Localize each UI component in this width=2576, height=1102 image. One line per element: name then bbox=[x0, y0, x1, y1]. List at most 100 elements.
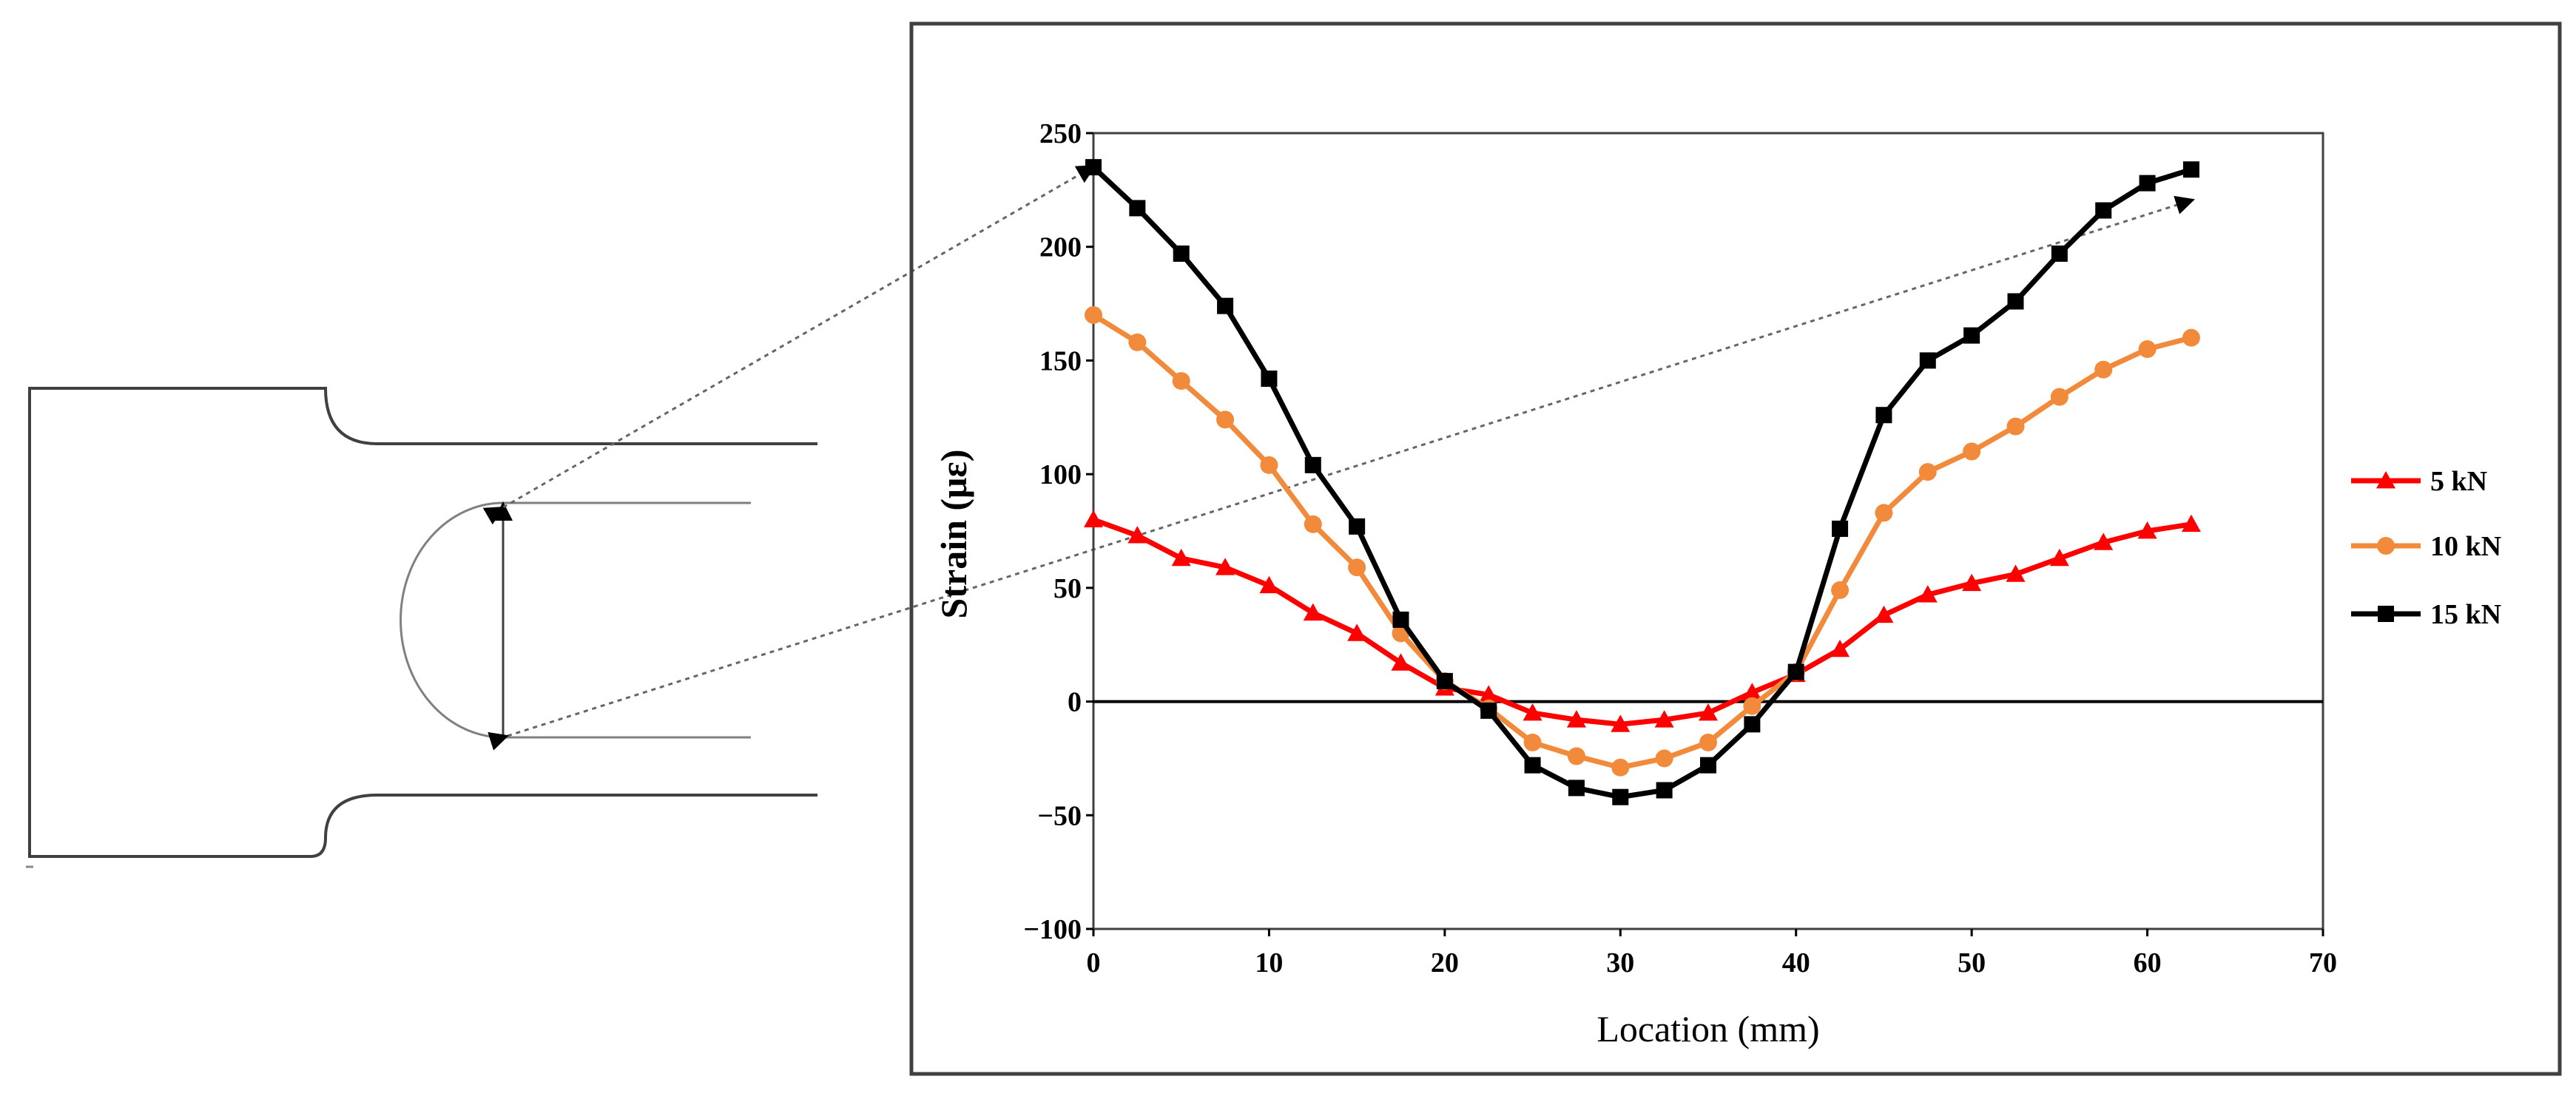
data-point bbox=[1523, 703, 1542, 721]
data-point bbox=[2139, 175, 2156, 192]
data-point bbox=[1567, 747, 1585, 765]
legend: 5 kN 10 kN 15 kN bbox=[2351, 466, 2501, 630]
data-point bbox=[1611, 714, 1631, 732]
x-tick-label: 50 bbox=[1958, 947, 1986, 978]
specimen-outline bbox=[28, 387, 817, 858]
data-point bbox=[1347, 623, 1367, 641]
data-point bbox=[1349, 518, 1366, 535]
hole-semicircle bbox=[399, 501, 504, 739]
connector-arrows bbox=[482, 164, 2195, 751]
data-point bbox=[2049, 548, 2069, 567]
data-point bbox=[1744, 716, 1761, 733]
data-point bbox=[1304, 456, 1321, 473]
x-axis-ticks: 0 10 20 30 40 50 60 70 bbox=[1087, 929, 2337, 978]
legend-label: 10 kN bbox=[2430, 531, 2501, 562]
series-line bbox=[1092, 517, 2192, 727]
data-point bbox=[1303, 603, 1323, 621]
data-point bbox=[1700, 757, 1716, 774]
y-tick-label: 150 bbox=[1039, 345, 1082, 376]
data-point bbox=[1172, 372, 1190, 391]
data-point bbox=[1392, 611, 1409, 628]
series-1 bbox=[1085, 305, 2200, 777]
data-point bbox=[1831, 581, 1850, 599]
data-point bbox=[1127, 526, 1147, 544]
data-point bbox=[1259, 575, 1279, 594]
data-point bbox=[2094, 533, 2114, 550]
series-2 bbox=[1085, 159, 2199, 805]
data-point bbox=[1612, 788, 1629, 805]
data-point bbox=[1129, 200, 1146, 217]
data-point bbox=[1875, 407, 1892, 424]
series-layer bbox=[1084, 159, 2201, 805]
data-point bbox=[1436, 672, 1453, 689]
legend-item: 15 kN bbox=[2351, 599, 2501, 630]
data-point bbox=[1261, 371, 1278, 388]
y-tick-label: 50 bbox=[1053, 573, 1082, 604]
connector-upper-arrow bbox=[482, 164, 1096, 525]
y-tick-label: 250 bbox=[1039, 118, 1082, 149]
data-point bbox=[2138, 340, 2157, 359]
legend-item: 10 kN bbox=[2351, 531, 2501, 562]
data-point bbox=[2051, 245, 2068, 262]
data-point bbox=[1171, 548, 1191, 567]
data-point bbox=[1787, 663, 1804, 680]
connector-lower-arrow bbox=[488, 195, 2195, 751]
data-point bbox=[1568, 780, 1585, 797]
data-point bbox=[1963, 327, 1980, 344]
data-point bbox=[1304, 515, 1322, 533]
data-point bbox=[1830, 639, 1850, 658]
x-tick-label: 10 bbox=[1255, 947, 1283, 978]
data-point bbox=[1084, 510, 1103, 528]
series-0 bbox=[1084, 510, 2201, 732]
data-point bbox=[1875, 504, 1893, 522]
y-axis-title: Strain (με) bbox=[933, 450, 974, 619]
legend-label: 15 kN bbox=[2430, 599, 2501, 630]
data-point bbox=[1524, 757, 1541, 774]
x-tick-label: 40 bbox=[1782, 947, 1810, 978]
data-point bbox=[1655, 749, 1673, 768]
y-tick-label: 0 bbox=[1068, 687, 1082, 718]
data-point bbox=[1085, 305, 1102, 324]
chart-frame bbox=[909, 21, 2562, 1076]
legend-swatch-marker bbox=[2377, 537, 2395, 555]
data-point bbox=[2181, 514, 2201, 533]
data-point bbox=[2007, 293, 2024, 310]
data-point bbox=[2182, 161, 2199, 178]
data-point bbox=[1216, 410, 1235, 429]
data-point bbox=[1173, 245, 1190, 262]
data-point bbox=[2094, 360, 2113, 379]
data-point bbox=[1919, 352, 1936, 369]
data-point bbox=[1480, 702, 1497, 719]
data-point bbox=[1743, 697, 1761, 715]
data-point bbox=[1128, 333, 1147, 351]
series-line bbox=[1092, 312, 2192, 771]
data-point bbox=[1348, 558, 1366, 577]
plot-area bbox=[1092, 132, 2324, 930]
legend-item: 5 kN bbox=[2351, 466, 2487, 497]
legend-label: 5 kN bbox=[2430, 466, 2487, 497]
data-point bbox=[1656, 782, 1673, 799]
data-point bbox=[1085, 159, 1102, 176]
specimen-diagram bbox=[26, 387, 817, 868]
data-point bbox=[2137, 521, 2157, 539]
x-tick-label: 30 bbox=[1606, 947, 1634, 978]
x-tick-label: 20 bbox=[1431, 947, 1459, 978]
y-axis-ticks: −100 −50 0 50 100 150 200 250 bbox=[1023, 118, 1093, 945]
data-point bbox=[1217, 297, 1234, 314]
data-point bbox=[1611, 758, 1630, 777]
data-point bbox=[1523, 733, 1542, 751]
y-tick-label: −50 bbox=[1037, 800, 1082, 831]
data-point bbox=[1742, 683, 1762, 700]
x-tick-label: 0 bbox=[1087, 947, 1101, 978]
data-point bbox=[1699, 733, 1717, 751]
y-tick-label: 200 bbox=[1039, 232, 1082, 263]
data-point bbox=[2050, 388, 2068, 406]
data-point bbox=[1832, 520, 1849, 537]
y-tick-label: −100 bbox=[1023, 914, 1082, 945]
legend-swatch-marker bbox=[2376, 471, 2395, 489]
data-point bbox=[1260, 456, 1278, 474]
data-point bbox=[1215, 558, 1235, 575]
data-point bbox=[1654, 710, 1674, 728]
data-point bbox=[1479, 685, 1499, 703]
